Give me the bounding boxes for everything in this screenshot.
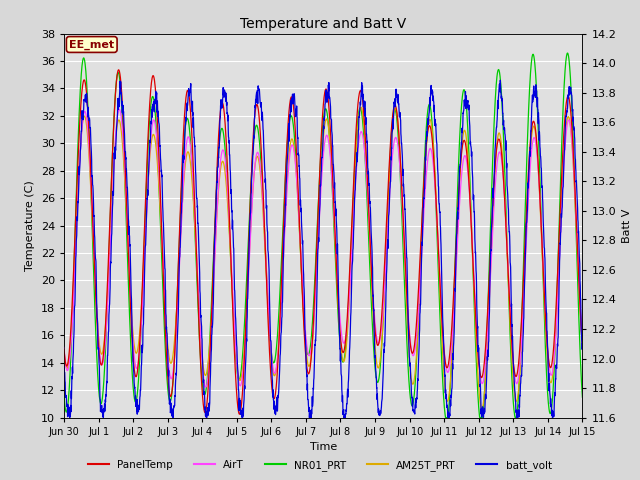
Legend: PanelTemp, AirT, NR01_PRT, AM25T_PRT, batt_volt: PanelTemp, AirT, NR01_PRT, AM25T_PRT, ba… xyxy=(84,456,556,475)
X-axis label: Time: Time xyxy=(310,442,337,452)
Text: EE_met: EE_met xyxy=(69,39,115,49)
Y-axis label: Temperature (C): Temperature (C) xyxy=(25,180,35,271)
Title: Temperature and Batt V: Temperature and Batt V xyxy=(240,17,406,31)
Y-axis label: Batt V: Batt V xyxy=(622,208,632,243)
